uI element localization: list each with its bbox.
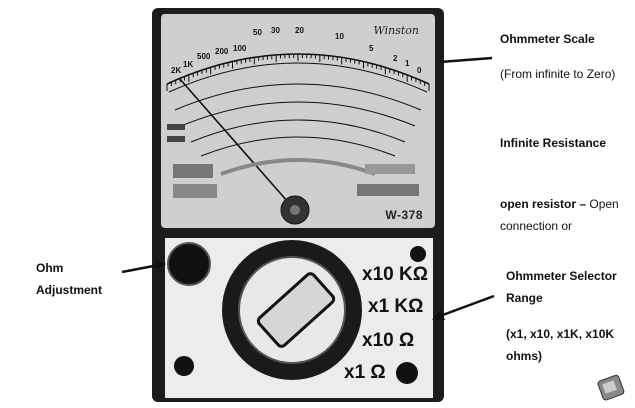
scale-label-100: 100 <box>233 44 247 53</box>
ohm-adjustment-knob[interactable] <box>167 242 211 286</box>
scale-label-1k: 1K <box>183 60 194 69</box>
scale-label-50: 50 <box>253 28 262 37</box>
meter-scales <box>166 53 430 225</box>
selector-range-title-2: Range <box>506 291 543 305</box>
range-x1k: x1 KΩ <box>368 296 424 317</box>
ohmmeter-scale-subtitle: (From infinite to Zero) <box>500 67 616 81</box>
ohm-adjustment-label-1: Ohm <box>36 261 64 275</box>
ohm-adjustment-label-2: Adjustment <box>36 283 102 297</box>
scale-label-10: 10 <box>335 32 344 41</box>
selector-range-title-1: Ohmmeter Selector <box>506 269 617 283</box>
scale-label-30: 30 <box>271 26 280 35</box>
infinite-resistance-title: Infinite Resistance <box>500 136 607 150</box>
open-resistor-line: open resistor – Open <box>500 196 619 212</box>
scale-label-500: 500 <box>197 52 211 61</box>
probe-jack[interactable] <box>396 362 418 384</box>
probe-icon <box>597 374 625 401</box>
model-label: W-378 <box>385 208 423 222</box>
scale-label-2: 2 <box>393 54 398 63</box>
range-x1: x1 Ω <box>344 362 386 383</box>
scale-label-0: 0 <box>417 66 422 75</box>
top-right-screw <box>410 246 426 262</box>
selector-range-sub-1: (x1, x10, x1K, x10K <box>506 327 615 341</box>
scale-label-20: 20 <box>295 26 304 35</box>
scale-label-1: 1 <box>405 59 410 68</box>
brand-logo: Winston <box>373 24 420 37</box>
selector-range-sub-2: ohms) <box>506 349 542 363</box>
range-x10k: x10 KΩ <box>362 264 428 285</box>
range-x10: x10 Ω <box>362 330 415 351</box>
ohmmeter-scale-title: Ohmmeter Scale <box>500 32 595 46</box>
meter-face: Winston W-378 2K 1K 500 200 100 50 30 20… <box>161 14 435 228</box>
com-jack[interactable] <box>174 356 194 376</box>
meter-needle <box>178 77 296 211</box>
scale-label-5: 5 <box>369 44 374 53</box>
open-resistor-rest: Open <box>586 197 619 211</box>
scale-label-200: 200 <box>215 47 229 56</box>
scale-label-2k: 2K <box>171 66 182 75</box>
connection-line: connection or <box>500 219 573 233</box>
open-resistor-bold: open resistor – <box>500 197 587 211</box>
